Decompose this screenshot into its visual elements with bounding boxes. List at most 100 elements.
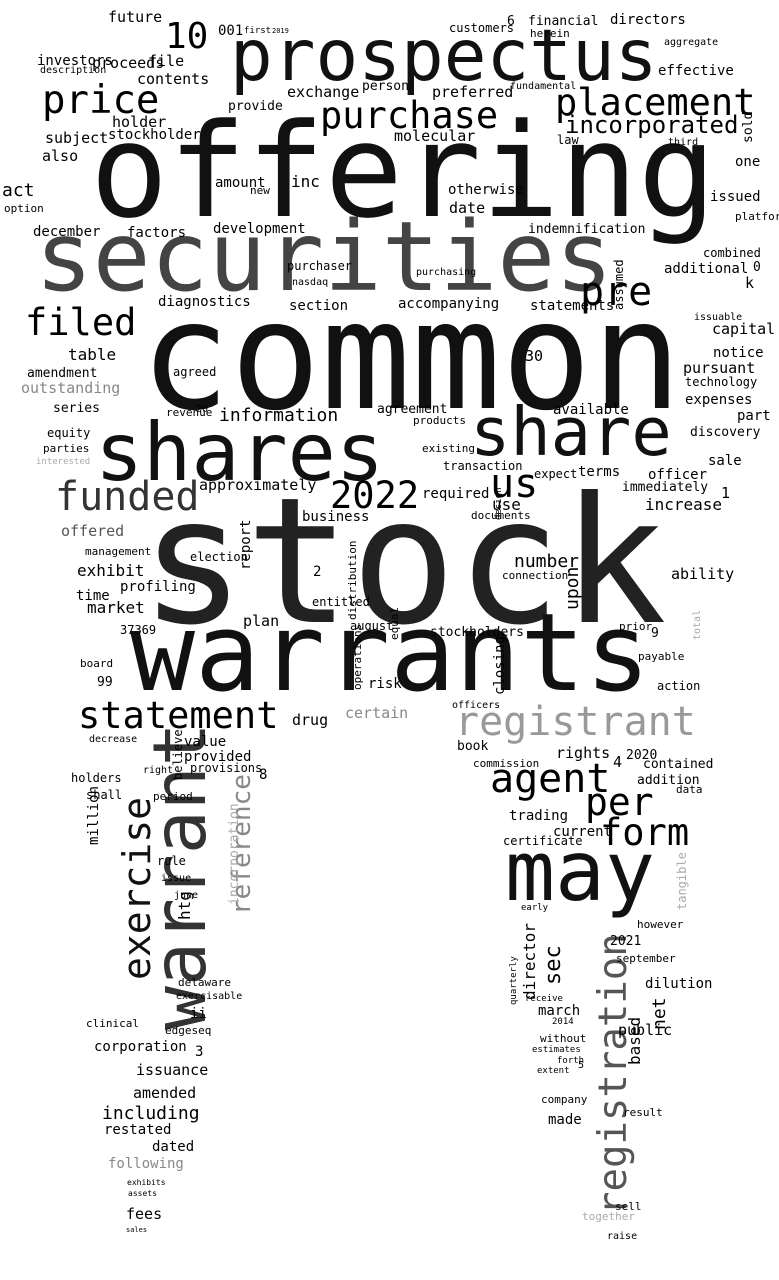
word: holder bbox=[112, 113, 166, 131]
word: nasdaq bbox=[292, 277, 328, 288]
word: existing bbox=[422, 442, 475, 455]
word: election bbox=[190, 550, 248, 564]
word: time bbox=[76, 588, 110, 604]
word: stockholders bbox=[430, 625, 524, 640]
word: option bbox=[4, 202, 44, 215]
word: herein bbox=[530, 27, 570, 40]
word: k bbox=[745, 274, 754, 292]
word: addition bbox=[637, 773, 700, 788]
word: rights bbox=[556, 744, 610, 762]
word: rule bbox=[157, 854, 186, 868]
word: design bbox=[494, 487, 504, 520]
word: dilution bbox=[645, 976, 712, 992]
word: fees bbox=[126, 1205, 162, 1223]
word: extent bbox=[537, 1066, 570, 1076]
word: contained bbox=[643, 757, 713, 772]
word: 3 bbox=[195, 1044, 203, 1060]
word: net bbox=[649, 997, 670, 1030]
word: dated bbox=[152, 1139, 194, 1155]
word: shares bbox=[95, 406, 384, 499]
word: documents bbox=[471, 509, 531, 522]
word: certificate bbox=[503, 834, 582, 848]
word: products bbox=[413, 414, 466, 427]
word: warrants bbox=[130, 591, 650, 716]
word: third bbox=[668, 137, 698, 148]
word: sale bbox=[708, 453, 742, 469]
word: issuance bbox=[136, 1061, 208, 1079]
word: 6 bbox=[507, 14, 515, 29]
word: 2019 bbox=[272, 27, 289, 35]
word: expenses bbox=[685, 392, 752, 408]
word: september bbox=[616, 952, 676, 965]
word: including bbox=[102, 1103, 200, 1124]
word: made bbox=[548, 1112, 582, 1128]
word: profiling bbox=[120, 579, 196, 595]
word: price bbox=[42, 78, 159, 123]
word: ii bbox=[190, 1006, 207, 1022]
word: inc bbox=[291, 172, 320, 191]
word: trading bbox=[509, 808, 568, 824]
word: development bbox=[213, 221, 306, 237]
word: warrant bbox=[138, 722, 223, 1030]
word: transaction bbox=[443, 459, 522, 473]
word: also bbox=[42, 147, 78, 165]
word: outstanding bbox=[21, 379, 120, 397]
word: tangible bbox=[675, 852, 689, 910]
word: approximately bbox=[199, 476, 316, 494]
word: commission bbox=[473, 757, 539, 770]
word: action bbox=[657, 679, 700, 693]
word: however bbox=[637, 918, 684, 931]
word: management bbox=[85, 545, 151, 558]
word: early bbox=[521, 903, 549, 913]
word: increase bbox=[645, 495, 722, 514]
word: 10 bbox=[165, 16, 208, 57]
word: use bbox=[492, 495, 521, 514]
word: expect bbox=[534, 467, 577, 481]
word: us bbox=[490, 461, 538, 507]
word: 20 bbox=[196, 404, 208, 415]
word: terms bbox=[578, 464, 620, 480]
word: exhibits bbox=[127, 1178, 166, 1187]
word: assumed bbox=[612, 259, 626, 310]
word: part bbox=[737, 408, 771, 424]
word: notice bbox=[713, 345, 764, 361]
word: incorporation bbox=[227, 803, 242, 905]
word: distribution bbox=[346, 541, 359, 620]
word: data bbox=[676, 783, 703, 796]
word: amount bbox=[215, 175, 266, 191]
word: total bbox=[692, 610, 703, 640]
word: platform bbox=[735, 210, 779, 223]
word: right bbox=[143, 765, 173, 776]
word: market bbox=[87, 598, 145, 617]
word: molecular bbox=[394, 127, 475, 145]
word: clinical bbox=[86, 1017, 139, 1030]
word: parties bbox=[43, 442, 89, 455]
word: amended bbox=[133, 1084, 196, 1102]
word: 4 bbox=[613, 753, 622, 771]
word: contents bbox=[137, 70, 209, 88]
word: pursuant bbox=[683, 359, 755, 377]
word: assets bbox=[128, 1189, 157, 1198]
word: equity bbox=[47, 426, 90, 440]
word: number bbox=[514, 551, 579, 572]
word: restated bbox=[104, 1122, 171, 1138]
word: first bbox=[244, 26, 271, 36]
word: per bbox=[585, 780, 654, 824]
word: form bbox=[600, 811, 689, 854]
word: person bbox=[362, 79, 409, 94]
word: officers bbox=[452, 700, 500, 711]
word: aggregate bbox=[664, 37, 718, 48]
word: effective bbox=[658, 63, 734, 79]
word: fundamental bbox=[510, 81, 576, 92]
word: issued bbox=[710, 189, 761, 205]
word: book bbox=[457, 739, 488, 754]
word: indemnification bbox=[528, 222, 645, 237]
word: together bbox=[582, 1210, 635, 1223]
word: filed bbox=[25, 301, 136, 344]
word: investors bbox=[37, 53, 113, 69]
word: decrease bbox=[89, 734, 137, 745]
word: new bbox=[250, 184, 270, 197]
word: delaware bbox=[178, 976, 231, 989]
word: directors bbox=[610, 12, 686, 28]
